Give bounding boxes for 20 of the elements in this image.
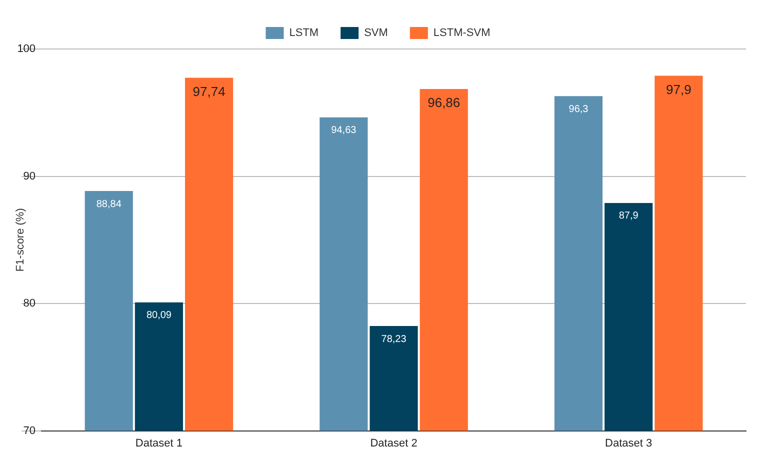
data-label: 88,84	[96, 198, 122, 210]
legend-label: LSTM-SVM	[433, 27, 490, 40]
x-tick-label: Dataset 2	[370, 437, 418, 450]
data-label: 78,23	[381, 334, 407, 345]
legend-label: SVM	[364, 27, 388, 40]
x-tick-label: Dataset 1	[135, 437, 183, 450]
y-axis-title: F1-score (%)	[14, 208, 27, 272]
y-tick-label: 90	[23, 170, 36, 182]
data-label: 96,3	[568, 104, 589, 115]
data-label: 97,74	[192, 84, 226, 99]
y-tick-label: 70	[23, 424, 36, 437]
y-tick-label: 80	[23, 298, 36, 310]
data-label: 87,9	[618, 210, 639, 222]
data-label: 80,09	[146, 310, 172, 322]
data-label: 96,86	[428, 95, 460, 110]
y-tick-label: 100	[17, 43, 36, 56]
x-tick-label: Dataset 3	[605, 437, 652, 450]
legend-label: LSTM	[289, 27, 319, 40]
data-label: 97,9	[666, 82, 692, 97]
data-label: 94,63	[331, 125, 357, 136]
